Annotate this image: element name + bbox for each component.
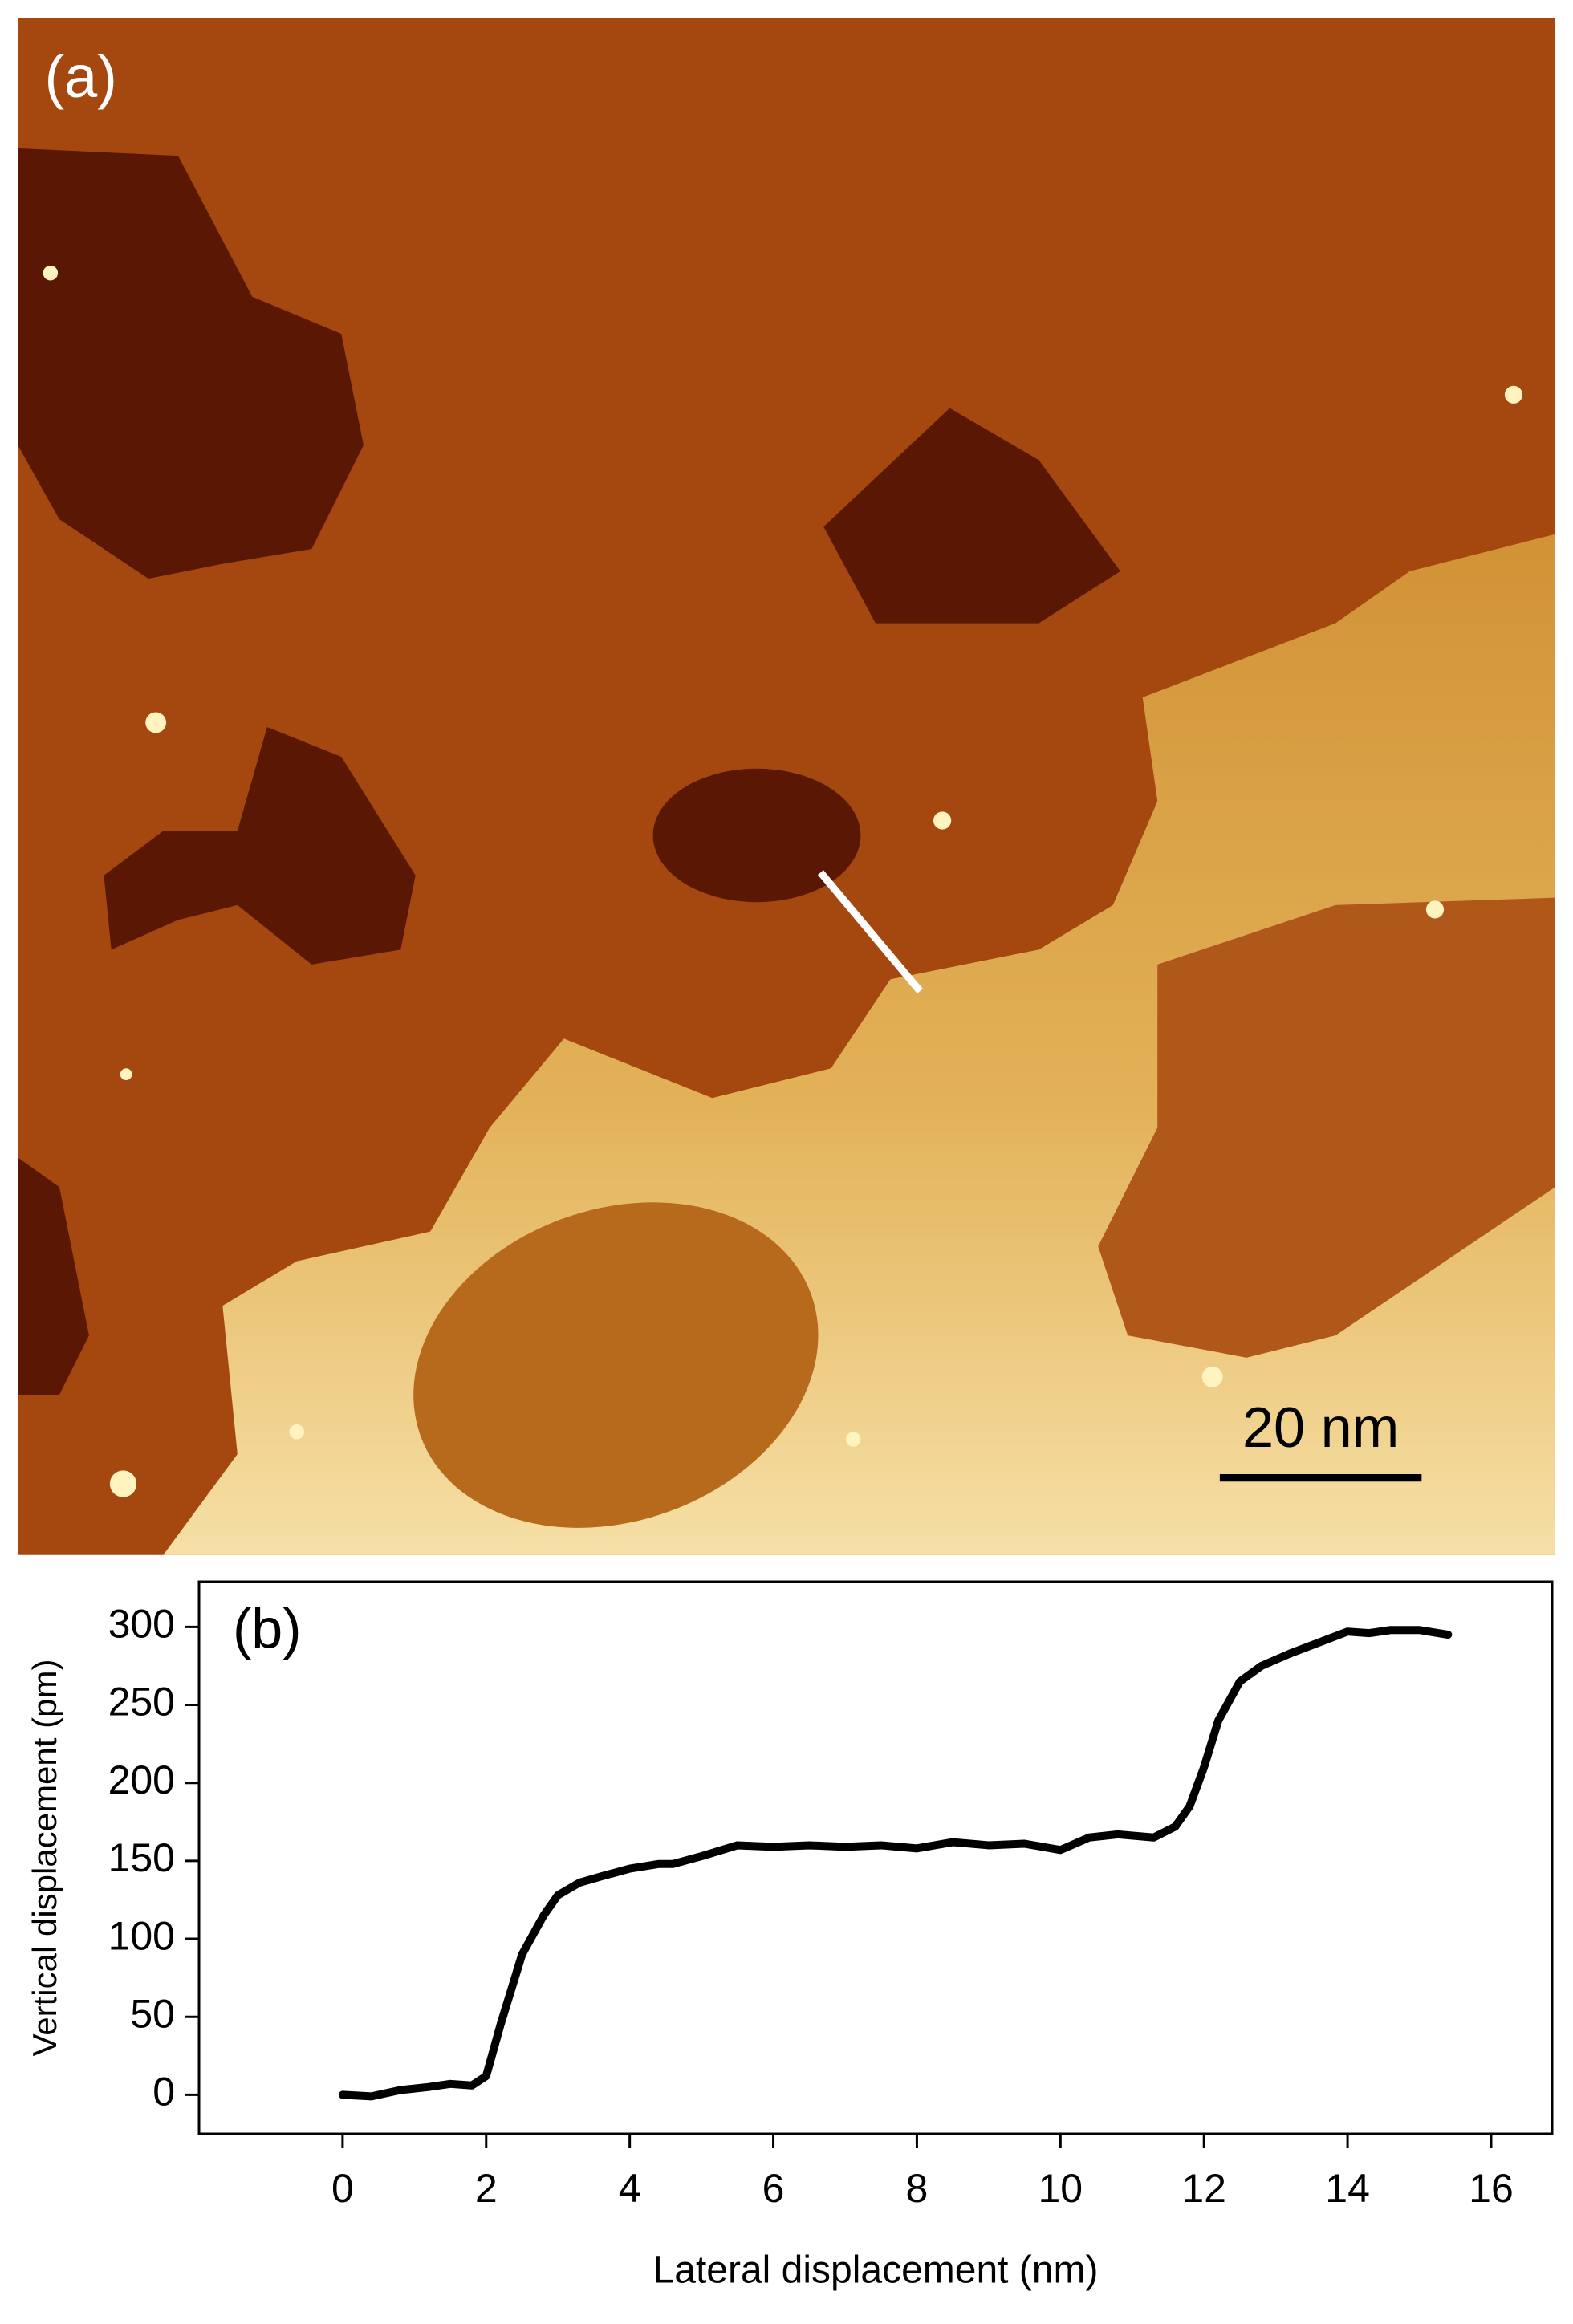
scale-label: 20 nm — [1242, 1396, 1399, 1459]
y-tick-label: 100 — [108, 1913, 175, 1958]
profile-line — [817, 870, 923, 994]
y-tick-label: 300 — [108, 1602, 175, 1647]
profile-line — [338, 1626, 1453, 2101]
pit — [652, 768, 861, 903]
plot-frame — [197, 1580, 1554, 2135]
pit — [104, 727, 416, 965]
island — [1098, 897, 1555, 1358]
y-tick-label: 200 — [108, 1757, 175, 1802]
x-tick-label: 14 — [1325, 2166, 1370, 2211]
pit — [18, 148, 364, 579]
y-tick-label: 150 — [108, 1835, 175, 1880]
x-axis-label: Lateral displacement (nm) — [653, 2249, 1099, 2292]
adatoms — [43, 265, 1523, 1497]
stm-image: (a) 20 nm — [18, 18, 1555, 1555]
island — [413, 1202, 819, 1528]
y-tick-label: 50 — [130, 1991, 175, 2036]
y-axis-label: Vertical displacement (pm) — [26, 1660, 63, 2057]
y-tick-label: 250 — [108, 1680, 175, 1725]
y-tick-label: 0 — [152, 2070, 175, 2115]
x-tick-label: 8 — [906, 2166, 929, 2211]
x-tick-label: 12 — [1181, 2166, 1226, 2211]
x-tick-label: 10 — [1039, 2166, 1083, 2211]
x-tick-label: 2 — [475, 2166, 498, 2211]
x-tick-label: 16 — [1469, 2166, 1514, 2211]
pit — [823, 408, 1120, 624]
x-tick-label: 6 — [762, 2166, 785, 2211]
panel-label: (b) — [233, 1597, 302, 1660]
x-tick-label: 4 — [619, 2166, 641, 2211]
pit — [18, 1157, 89, 1396]
x-tick-label: 0 — [331, 2166, 354, 2211]
panel-label: (a) — [44, 43, 116, 110]
